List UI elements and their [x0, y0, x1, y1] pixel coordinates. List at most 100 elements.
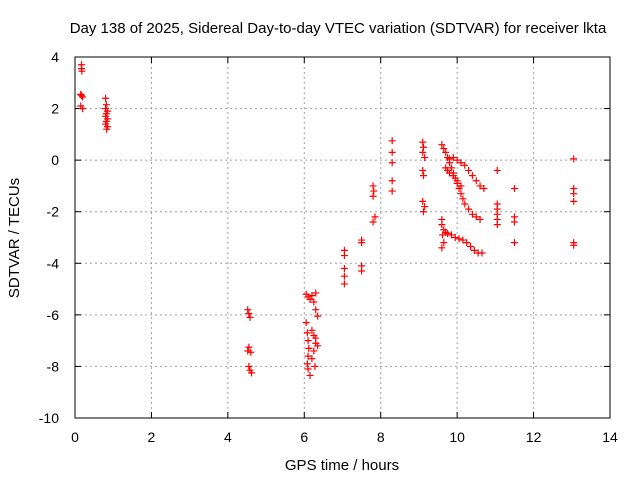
data-point — [451, 234, 459, 241]
data-point — [476, 215, 484, 223]
data-point — [388, 187, 396, 195]
data-point — [438, 215, 446, 223]
data-point — [244, 306, 252, 314]
data-point — [465, 166, 473, 174]
data-point — [457, 159, 465, 167]
chart-title: Day 138 of 2025, Sidereal Day-to-day VTE… — [70, 20, 607, 37]
data-point — [245, 343, 253, 351]
data-point — [310, 347, 318, 355]
data-point — [102, 101, 110, 109]
data-point — [371, 213, 379, 221]
y-tick-label: -6 — [47, 307, 60, 323]
data-point — [570, 197, 578, 205]
y-tick-label: -10 — [39, 410, 59, 426]
x-tick-label: 12 — [526, 429, 542, 445]
data-point — [340, 272, 348, 280]
data-point — [472, 213, 480, 221]
data-point — [102, 94, 110, 102]
data-point — [447, 231, 455, 239]
data-point — [304, 365, 312, 373]
data-point — [457, 182, 465, 190]
y-tick-label: 4 — [51, 49, 59, 65]
data-point — [468, 172, 476, 180]
data-point — [470, 246, 478, 254]
data-point — [340, 280, 348, 288]
data-point — [510, 185, 518, 193]
data-point — [311, 362, 319, 370]
x-tick-label: 0 — [71, 429, 79, 445]
data-point — [369, 182, 377, 190]
data-point — [419, 166, 427, 174]
data-point — [439, 231, 447, 239]
data-point — [312, 334, 320, 342]
y-tick-label: -2 — [47, 204, 60, 220]
data-point — [465, 205, 473, 213]
x-tick-label: 10 — [449, 429, 465, 445]
y-tick-label: -8 — [47, 358, 60, 374]
data-point — [446, 169, 453, 177]
data-point — [420, 172, 428, 180]
data-point — [308, 326, 316, 334]
data-point — [442, 148, 450, 156]
data-point — [78, 67, 86, 75]
data-point — [246, 313, 254, 321]
data-point — [420, 208, 428, 216]
data-point — [459, 195, 467, 203]
data-point — [247, 348, 255, 356]
data-point — [461, 161, 469, 169]
data-point — [444, 230, 452, 238]
data-point — [570, 155, 578, 163]
data-point — [510, 239, 518, 247]
data-point — [453, 156, 461, 164]
data-point — [358, 267, 366, 275]
data-point — [449, 172, 457, 180]
x-tick-label: 4 — [224, 429, 232, 445]
data-point — [440, 145, 448, 153]
data-point — [340, 264, 348, 272]
data-point — [244, 347, 252, 355]
data-point — [306, 295, 314, 303]
data-point — [79, 93, 87, 101]
data-point — [369, 192, 377, 200]
data-point — [570, 190, 578, 198]
data-point — [369, 218, 377, 226]
data-point — [461, 200, 469, 208]
data-point — [453, 177, 461, 185]
grid-lines — [75, 57, 610, 418]
data-point — [421, 154, 429, 162]
data-point — [310, 298, 318, 306]
data-point — [388, 177, 396, 185]
data-point — [248, 369, 256, 377]
data-point — [77, 92, 85, 100]
data-point — [304, 352, 312, 360]
data-point — [463, 239, 471, 247]
x-tick-label: 14 — [602, 429, 618, 445]
data-point — [478, 249, 486, 257]
data-point — [303, 329, 311, 337]
data-point — [245, 310, 253, 318]
data-point — [570, 241, 578, 249]
y-tick-label: 2 — [51, 101, 59, 117]
data-point — [438, 244, 446, 252]
x-axis-title: GPS time / hours — [285, 457, 399, 474]
data-point — [476, 182, 484, 190]
data-point — [358, 239, 366, 247]
data-point — [440, 239, 448, 247]
data-point — [305, 344, 313, 352]
data-point — [446, 155, 453, 163]
plot-frame — [74, 56, 611, 419]
data-point — [306, 371, 314, 379]
y-tick-label: -4 — [47, 255, 60, 271]
y-axis-title: SDTVAR / TECUs — [6, 178, 23, 298]
data-point — [510, 218, 518, 226]
data-point — [340, 252, 348, 260]
data-point — [308, 355, 316, 363]
data-point — [472, 177, 480, 185]
data-point — [303, 360, 311, 368]
data-point — [459, 236, 467, 244]
data-point — [455, 235, 463, 243]
data-point — [388, 148, 396, 156]
data-point — [419, 138, 427, 146]
axis-ticks: 0 2 4 6 8 10 12 14 -10 -8 -6 -4 -2 0 2 4 — [39, 49, 618, 445]
data-point — [370, 187, 378, 195]
